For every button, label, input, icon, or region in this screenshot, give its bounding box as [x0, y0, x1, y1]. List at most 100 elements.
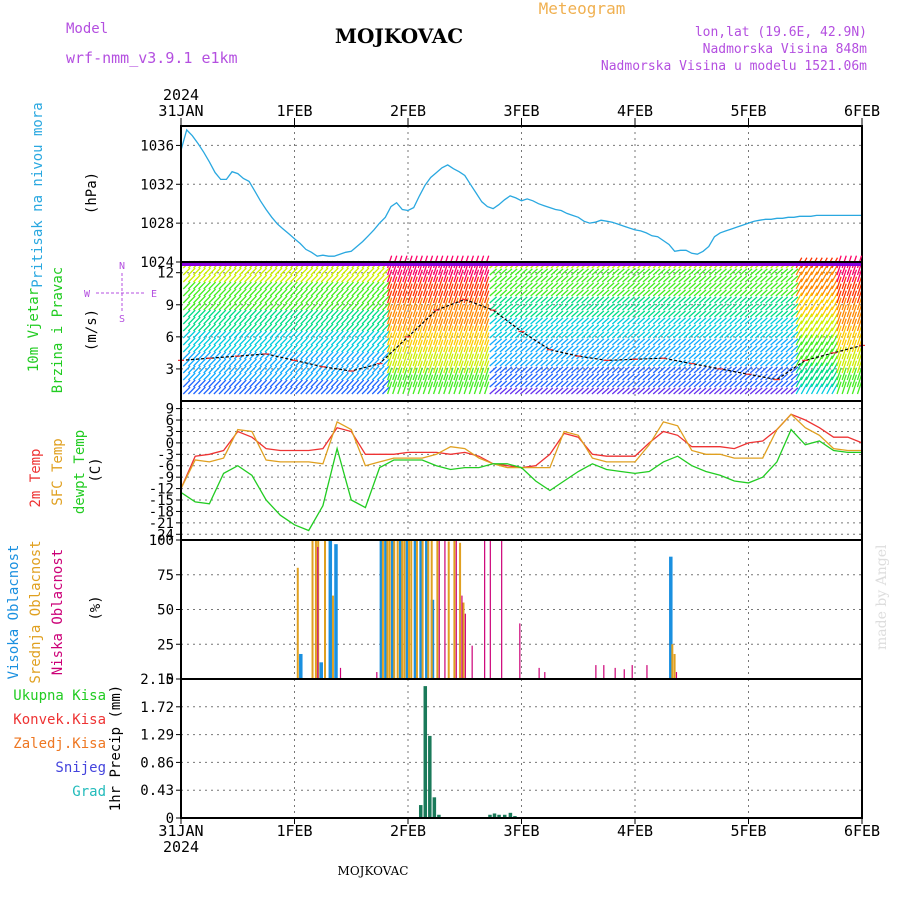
y-tick-label: 1032 [140, 177, 174, 193]
wind-arrow [810, 313, 818, 325]
wind-arrow [182, 274, 191, 283]
wind-arrow [703, 282, 712, 290]
wind-arrow [560, 289, 569, 297]
wind-arrow [800, 313, 808, 325]
wind-arrow [821, 348, 828, 360]
wind-arrow [601, 324, 610, 332]
wind-arrow [719, 310, 727, 318]
wind-arrow [698, 387, 707, 395]
wind-arrow [187, 358, 196, 367]
wind-arrow [336, 337, 344, 346]
wind-arrow [386, 353, 393, 367]
wind-arrow [749, 352, 758, 360]
wind-arrow [642, 317, 651, 325]
wind-arrow [361, 379, 370, 388]
wind-arrow [341, 337, 349, 346]
wind-arrow [739, 387, 748, 395]
wind-arrow [780, 345, 789, 353]
wind-arrow [550, 268, 559, 276]
wind-arrow [714, 268, 722, 276]
wind-arrow [571, 359, 579, 367]
wind-arrow [182, 288, 191, 297]
wind-arrow [668, 352, 676, 360]
wind-arrow [724, 387, 733, 395]
wind-arrow [576, 366, 584, 374]
wind-arrow [703, 345, 712, 353]
wind-arrow [652, 317, 661, 325]
wind-arrow [504, 359, 513, 367]
wind-arrow [259, 323, 268, 332]
wind-arrow [249, 316, 257, 325]
wind-arrow [259, 288, 268, 297]
wind-arrow [473, 304, 480, 318]
wind-arrow [708, 310, 717, 318]
y-tick-label: -15 [149, 493, 174, 509]
wind-arrow [392, 332, 398, 346]
mid-cloud-bar [296, 567, 299, 679]
wind-arrow [443, 325, 449, 339]
wind-arrow [714, 324, 722, 332]
wind-arrow [555, 324, 564, 332]
wind-arrow [657, 289, 666, 297]
wind-arrow [300, 365, 309, 374]
wind-arrow [356, 365, 365, 374]
wind-arrow [346, 323, 355, 332]
wind-arrow [816, 313, 823, 325]
wind-arrow [688, 324, 697, 332]
wind-arrow [341, 358, 349, 367]
mid-cloud-bar [396, 540, 399, 679]
wind-arrow [540, 289, 549, 297]
wind-arrow [514, 282, 523, 290]
wind-arrow [223, 358, 232, 367]
wind-arrow [800, 320, 808, 332]
wind-arrow [499, 303, 508, 311]
wind-arrow [581, 366, 590, 374]
wind-arrow [591, 289, 600, 297]
wind-arrow [422, 346, 429, 360]
wind-arrow [376, 337, 385, 346]
low-cloud-bar [444, 540, 446, 679]
wind-arrow [432, 290, 439, 304]
wind-arrow [198, 379, 206, 388]
wind-arrow [632, 338, 641, 346]
wind-arrow [412, 311, 418, 325]
wind-arrow [795, 327, 803, 339]
wind-arrow [560, 282, 569, 290]
wind-arrow [438, 276, 444, 290]
wind-arrow [601, 289, 610, 297]
wind-arrow [739, 289, 748, 297]
wind-arrow [800, 362, 808, 374]
wind-arrow [458, 374, 464, 388]
wind-arrow [453, 304, 459, 318]
wind-arrow [581, 387, 590, 395]
wind-arrow [300, 379, 309, 388]
wind-arrow [274, 330, 283, 339]
wind-arrow [208, 372, 217, 381]
precip-bar [423, 686, 428, 818]
wind-arrow [315, 316, 324, 325]
low-cloud-ylabel: Niska Oblacnost [50, 549, 66, 675]
wind-arrow [698, 275, 707, 283]
wind-arrow [427, 290, 434, 304]
wind-arrow [525, 338, 533, 346]
wind-arrow [443, 346, 449, 360]
wind-arrow [238, 330, 247, 339]
wind-arrow [810, 299, 818, 311]
wind-arrow [305, 309, 314, 318]
wind-arrow [213, 330, 222, 339]
wind-arrow [213, 386, 222, 395]
wind-arrow [407, 367, 413, 381]
wind-arrow [320, 337, 329, 346]
wind-arrow [473, 332, 480, 346]
wind-arrow [366, 372, 375, 381]
wind-arrow [688, 352, 697, 360]
wind-arrow [770, 324, 778, 332]
wind-arrow [376, 295, 385, 304]
wind-arrow [376, 281, 385, 290]
wind-arrow [831, 313, 839, 325]
wind-arrow [325, 379, 334, 388]
wind-arrow [601, 268, 610, 276]
wind-arrow [616, 345, 625, 353]
wind-arrow [448, 367, 454, 381]
wind-arrow [269, 358, 278, 367]
